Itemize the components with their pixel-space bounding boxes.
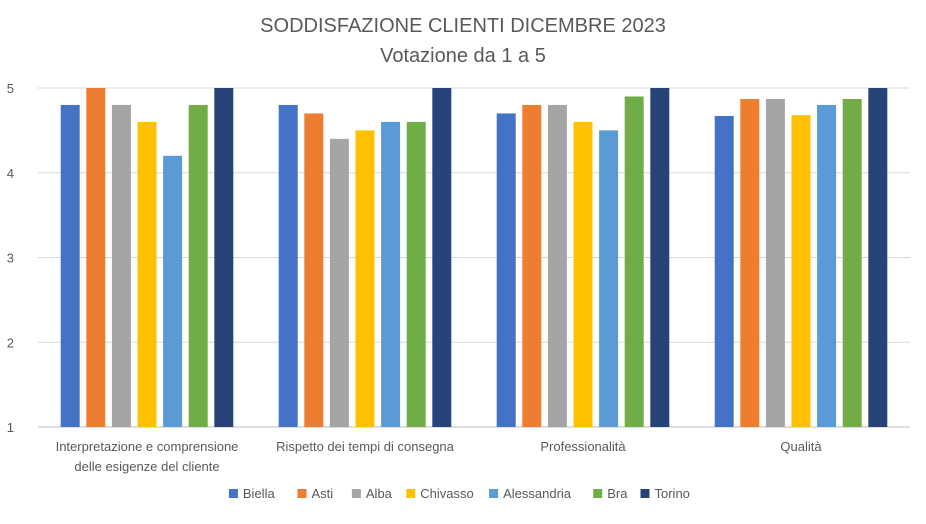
legend-swatch-chivasso bbox=[406, 489, 416, 498]
y-tick-label: 4 bbox=[7, 166, 14, 181]
legend-label-alba: Alba bbox=[366, 486, 393, 501]
x-category-label: Rispetto dei tempi di consegna bbox=[276, 439, 455, 454]
y-axis-ticks: 1 2 3 4 5 bbox=[7, 81, 14, 435]
y-tick-label: 2 bbox=[7, 335, 14, 350]
bar-bra bbox=[406, 121, 426, 428]
bar-biella bbox=[278, 104, 298, 427]
bar-asti bbox=[86, 88, 106, 427]
x-category-label: Professionalità bbox=[540, 439, 626, 454]
bar-bra bbox=[624, 96, 644, 427]
bar-bra bbox=[842, 99, 862, 427]
legend-swatch-biella bbox=[228, 489, 238, 498]
bars bbox=[60, 88, 888, 428]
legend-swatch-torino bbox=[640, 489, 650, 498]
bar-torino bbox=[650, 88, 670, 427]
bar-asti bbox=[304, 113, 324, 428]
bar-torino bbox=[868, 88, 888, 427]
bar-chivasso bbox=[137, 121, 157, 428]
legend-label-torino: Torino bbox=[655, 486, 690, 501]
bar-torino bbox=[432, 88, 452, 427]
bar-alessandria bbox=[381, 121, 401, 428]
x-category-label: Qualità bbox=[780, 439, 822, 454]
gridlines bbox=[38, 87, 910, 428]
legend-label-asti: Asti bbox=[312, 486, 334, 501]
bar-alessandria bbox=[817, 104, 837, 427]
bar-alba bbox=[765, 99, 785, 427]
legend-swatch-alessandria bbox=[489, 489, 499, 498]
bar-biella bbox=[714, 115, 734, 427]
bar-asti bbox=[522, 104, 542, 427]
bar-chivasso bbox=[791, 115, 811, 428]
chart-title: SODDISFAZIONE CLIENTI DICEMBRE 2023 bbox=[260, 15, 666, 37]
bar-chivasso bbox=[355, 130, 375, 427]
bar-torino bbox=[214, 88, 234, 427]
bar-biella bbox=[60, 104, 80, 427]
x-category-label: Interpretazione e comprensione bbox=[56, 439, 239, 454]
legend-label-bra: Bra bbox=[607, 486, 628, 501]
legend-swatch-asti bbox=[297, 489, 307, 498]
bar-asti bbox=[740, 99, 760, 427]
x-axis-labels: Interpretazione e comprensione delle esig… bbox=[56, 439, 823, 474]
y-tick-label: 1 bbox=[7, 420, 14, 435]
legend: Biella Asti Alba Chivasso Alessandria Bra Tori… bbox=[228, 486, 690, 501]
y-tick-label: 5 bbox=[7, 81, 14, 96]
legend-label-alessandria: Alessandria bbox=[503, 486, 572, 501]
bar-bra bbox=[188, 104, 208, 427]
bar-alessandria bbox=[163, 155, 183, 428]
bar-biella bbox=[496, 113, 516, 428]
bar-alba bbox=[547, 104, 567, 427]
bar-alba bbox=[329, 138, 349, 427]
bar-alessandria bbox=[599, 130, 619, 427]
legend-swatch-bra bbox=[593, 489, 603, 498]
bar-alba bbox=[111, 104, 131, 427]
legend-label-biella: Biella bbox=[243, 486, 276, 501]
legend-label-chivasso: Chivasso bbox=[420, 486, 473, 501]
bar-chivasso bbox=[573, 121, 593, 428]
x-category-label: delle esigenze del cliente bbox=[74, 459, 219, 474]
chart-subtitle: Votazione da 1 a 5 bbox=[380, 45, 546, 67]
legend-swatch-alba bbox=[351, 489, 361, 498]
y-tick-label: 3 bbox=[7, 251, 14, 266]
